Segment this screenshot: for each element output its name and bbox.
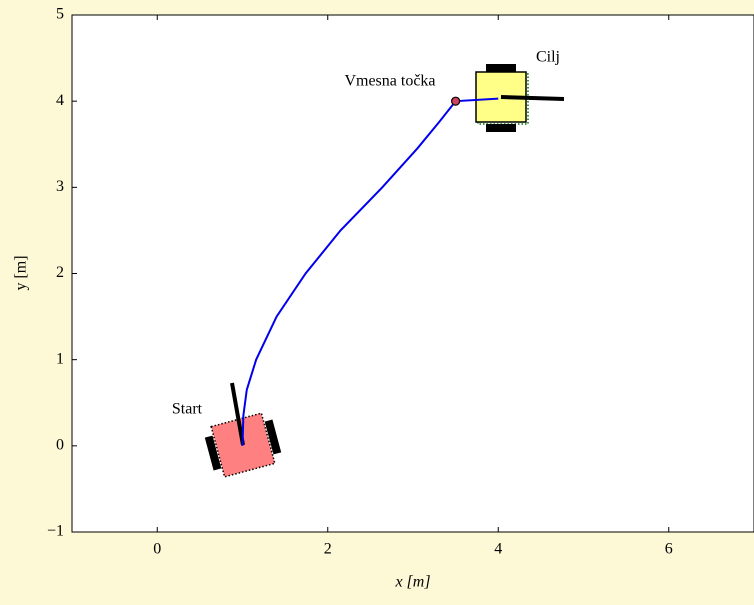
x-tick-label: 0 [153,541,161,558]
annotation: Start [172,401,203,418]
y-tick-label: 5 [56,6,64,23]
x-tick-label: 2 [324,541,332,558]
plot-area [72,15,754,532]
y-tick-label: 4 [56,92,64,109]
x-tick-label: 4 [494,541,502,558]
annotation: Cilj [536,49,560,66]
x-axis-label: x [m] [394,574,430,591]
y-tick-label: 1 [56,350,64,367]
y-tick-label: 2 [56,264,64,281]
waypoint [452,97,460,105]
page: Start Vmesna točka Cilj x [m] y [m] 0 2 4 6… [0,0,754,605]
y-axis-label: y [m] [13,255,30,290]
chart: Start Vmesna točka Cilj x [m] y [m] 0 2 4 6… [0,0,754,605]
annotation: Vmesna točka [344,73,435,90]
y-tick-label: −1 [47,523,64,540]
y-tick-label: 3 [56,178,64,195]
x-tick-label: 6 [665,541,673,558]
y-tick-label: 0 [56,437,64,454]
